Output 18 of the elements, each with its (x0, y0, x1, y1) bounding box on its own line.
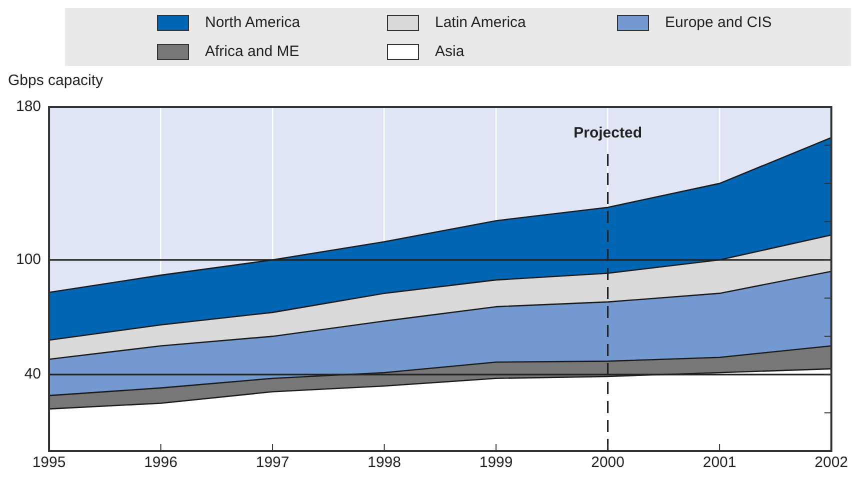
legend-label: Asia (435, 43, 464, 60)
x-tick-label: 1997 (256, 454, 290, 472)
legend-label: North America (205, 14, 300, 31)
x-tick-label: 1996 (144, 454, 178, 472)
x-tick-label: 1999 (479, 454, 513, 472)
legend-label: Latin America (435, 14, 526, 31)
legend-label: Europe and CIS (665, 14, 772, 31)
y-axis-title: Gbps capacity (8, 72, 104, 90)
y-tick-label: 180 (16, 98, 42, 116)
x-tick-label: 2001 (702, 454, 736, 472)
x-tick-label: 1995 (32, 454, 66, 472)
x-tick-label: 1998 (368, 454, 401, 472)
ref-line-label: Projected (574, 124, 642, 142)
y-tick-label: 40 (24, 366, 42, 383)
y-tick-label: 100 (16, 251, 42, 268)
x-tick-label: 2002 (814, 454, 848, 472)
legend-label: Africa and ME (205, 43, 300, 60)
x-tick-label: 2000 (591, 454, 624, 472)
